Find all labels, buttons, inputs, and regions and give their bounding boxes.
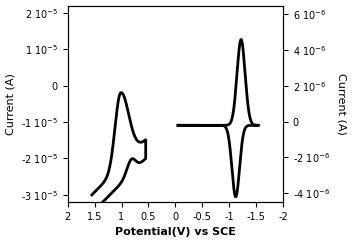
Y-axis label: Current (A): Current (A) bbox=[337, 73, 346, 135]
X-axis label: Potential(V) vs SCE: Potential(V) vs SCE bbox=[115, 227, 236, 237]
Y-axis label: Current (A): Current (A) bbox=[6, 73, 15, 135]
